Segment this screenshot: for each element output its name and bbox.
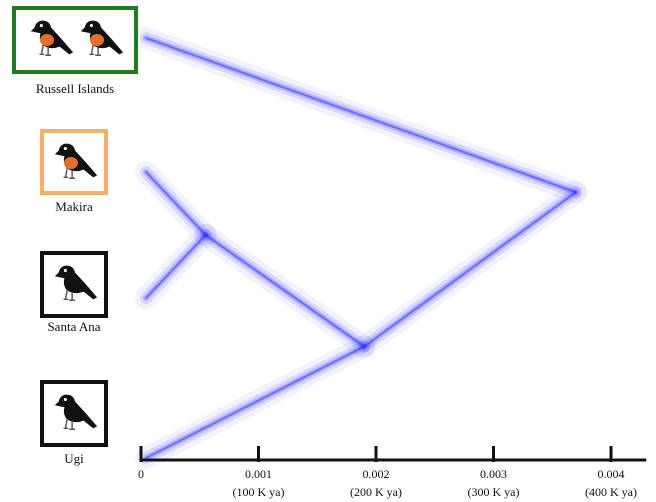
x-tick-note: (400 K ya) xyxy=(585,485,637,499)
branch xyxy=(146,235,206,298)
tip-frame xyxy=(14,8,136,72)
figure: 0 0.001 (100 K ya) 0.002 (200 K ya) 0.003 (300… xyxy=(0,0,656,502)
tip-label: Russell Islands xyxy=(30,82,120,95)
branch xyxy=(146,172,206,235)
x-tick-note: (300 K ya) xyxy=(468,485,520,499)
bird-breast xyxy=(64,157,78,169)
chart: 0 0.001 (100 K ya) 0.002 (200 K ya) 0.003 (300… xyxy=(0,0,656,502)
tip-label: Ugi xyxy=(29,452,119,465)
x-tick-label: 0.004 xyxy=(598,467,625,481)
tip-label: Makira xyxy=(29,200,119,213)
x-tick-label: 0.001 xyxy=(245,467,272,481)
x-tick-label: 0.003 xyxy=(480,467,507,481)
branch xyxy=(146,38,576,192)
bird-breast xyxy=(40,34,54,46)
branch xyxy=(364,192,576,346)
tip-label: Santa Ana xyxy=(29,320,119,333)
branch xyxy=(206,235,365,347)
x-tick-label: 0 xyxy=(138,467,144,481)
x-tick-label: 0.002 xyxy=(363,467,390,481)
x-tick-note: (200 K ya) xyxy=(350,485,402,499)
x-tick-note: (100 K ya) xyxy=(233,485,285,499)
branch xyxy=(146,347,364,459)
bird-breast xyxy=(90,34,104,46)
